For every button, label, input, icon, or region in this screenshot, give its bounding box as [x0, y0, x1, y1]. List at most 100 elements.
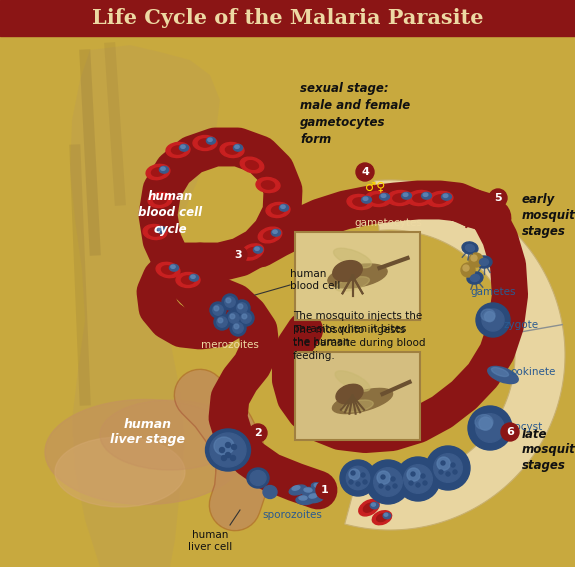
- Text: 4: 4: [361, 167, 369, 177]
- Ellipse shape: [481, 309, 495, 321]
- Ellipse shape: [480, 259, 489, 265]
- Polygon shape: [70, 45, 220, 567]
- FancyArrow shape: [465, 189, 488, 227]
- Ellipse shape: [362, 196, 371, 203]
- Ellipse shape: [427, 191, 453, 206]
- Ellipse shape: [148, 228, 162, 236]
- Circle shape: [489, 189, 507, 207]
- Ellipse shape: [210, 433, 246, 467]
- Text: human
blood cell
cycle: human blood cell cycle: [138, 191, 202, 235]
- Ellipse shape: [176, 273, 200, 287]
- Ellipse shape: [370, 502, 378, 509]
- Ellipse shape: [262, 181, 275, 189]
- Ellipse shape: [156, 226, 166, 233]
- Circle shape: [453, 470, 457, 474]
- Ellipse shape: [205, 429, 251, 471]
- Ellipse shape: [401, 192, 412, 199]
- Circle shape: [381, 475, 385, 479]
- Ellipse shape: [334, 248, 371, 268]
- Ellipse shape: [363, 197, 368, 200]
- Circle shape: [217, 317, 227, 327]
- Ellipse shape: [365, 192, 391, 206]
- Ellipse shape: [148, 192, 172, 208]
- Text: gametes: gametes: [470, 287, 516, 297]
- Text: ♂♀: ♂♀: [365, 180, 385, 193]
- Ellipse shape: [171, 265, 175, 268]
- Ellipse shape: [353, 198, 367, 206]
- Circle shape: [316, 481, 334, 499]
- Ellipse shape: [156, 263, 180, 278]
- Ellipse shape: [306, 493, 324, 503]
- Circle shape: [434, 454, 462, 483]
- Circle shape: [407, 468, 420, 481]
- Circle shape: [210, 302, 226, 318]
- Ellipse shape: [299, 496, 307, 500]
- Ellipse shape: [179, 145, 189, 151]
- Text: 5: 5: [494, 193, 502, 203]
- Text: gametocytes: gametocytes: [354, 218, 422, 228]
- Ellipse shape: [181, 145, 185, 149]
- Circle shape: [396, 457, 440, 501]
- Ellipse shape: [470, 274, 480, 282]
- Circle shape: [220, 447, 224, 452]
- Circle shape: [226, 310, 242, 326]
- Ellipse shape: [151, 168, 164, 176]
- Ellipse shape: [467, 272, 483, 284]
- Ellipse shape: [189, 274, 198, 281]
- Ellipse shape: [328, 264, 387, 288]
- Ellipse shape: [476, 256, 492, 268]
- Circle shape: [229, 313, 239, 323]
- Text: Life Cycle of the Malaria Parasite: Life Cycle of the Malaria Parasite: [92, 8, 483, 28]
- Ellipse shape: [193, 136, 217, 150]
- Circle shape: [426, 446, 470, 490]
- Circle shape: [222, 294, 238, 310]
- Circle shape: [446, 472, 450, 476]
- Ellipse shape: [336, 277, 370, 291]
- FancyArrow shape: [283, 342, 312, 361]
- Circle shape: [351, 471, 355, 475]
- Circle shape: [363, 480, 367, 484]
- Bar: [0, 0, 575, 36]
- Ellipse shape: [475, 414, 493, 429]
- Text: The mosquito injects the
parasite when it bites
the human.: The mosquito injects the parasite when i…: [293, 311, 422, 347]
- Ellipse shape: [263, 485, 277, 498]
- Circle shape: [221, 455, 227, 460]
- Ellipse shape: [246, 248, 258, 256]
- Circle shape: [411, 472, 415, 476]
- Ellipse shape: [314, 484, 322, 488]
- Ellipse shape: [162, 266, 175, 274]
- Ellipse shape: [146, 164, 170, 180]
- Text: The mosquito ingests
the parasite during blood
feeding.: The mosquito ingests the parasite during…: [293, 325, 426, 361]
- Ellipse shape: [266, 202, 290, 218]
- Circle shape: [229, 246, 247, 264]
- Circle shape: [416, 483, 420, 487]
- Circle shape: [237, 303, 247, 313]
- Circle shape: [404, 465, 432, 493]
- Circle shape: [226, 298, 231, 303]
- Circle shape: [468, 406, 512, 450]
- Ellipse shape: [161, 167, 165, 171]
- Ellipse shape: [171, 146, 185, 154]
- Ellipse shape: [371, 195, 385, 203]
- Text: human
liver stage: human liver stage: [110, 417, 186, 446]
- Ellipse shape: [246, 160, 259, 170]
- Circle shape: [423, 481, 427, 485]
- Ellipse shape: [371, 503, 375, 506]
- Ellipse shape: [421, 192, 431, 199]
- Circle shape: [234, 324, 239, 329]
- Circle shape: [482, 309, 504, 331]
- Text: human
blood cell: human blood cell: [290, 269, 340, 291]
- Ellipse shape: [393, 194, 407, 202]
- Ellipse shape: [198, 139, 212, 147]
- Circle shape: [218, 318, 223, 323]
- Circle shape: [471, 255, 477, 261]
- Ellipse shape: [301, 488, 319, 497]
- Ellipse shape: [143, 225, 167, 239]
- Ellipse shape: [488, 366, 518, 383]
- Circle shape: [356, 163, 374, 181]
- Circle shape: [421, 474, 425, 478]
- Circle shape: [234, 300, 250, 316]
- Text: early
mosquito
stages: early mosquito stages: [522, 193, 575, 238]
- Text: 6: 6: [506, 427, 514, 437]
- Ellipse shape: [380, 193, 389, 200]
